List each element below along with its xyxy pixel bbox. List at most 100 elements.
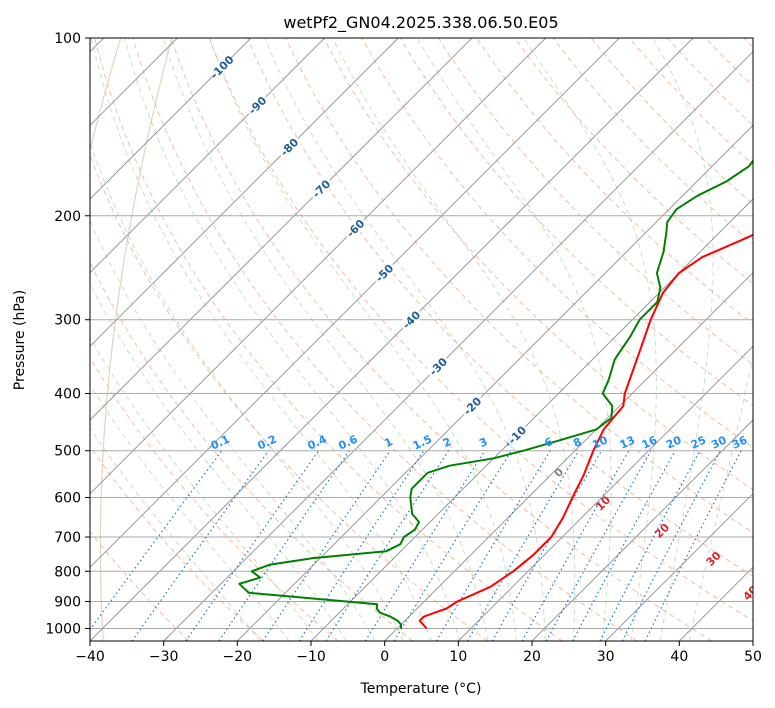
label-backdrop xyxy=(459,393,486,419)
dry-adiabat xyxy=(705,38,753,88)
moist-adiabat xyxy=(652,38,714,641)
moist-adiabat xyxy=(90,383,290,641)
dry-adiabat xyxy=(90,153,488,641)
dry-adiabat xyxy=(437,38,753,366)
dry-adiabat xyxy=(590,38,753,205)
dry-adiabat xyxy=(90,356,339,641)
mixing-ratio-label: 2 xyxy=(441,435,453,450)
dry-adiabat xyxy=(399,38,753,407)
mixing-ratio-label: 20 xyxy=(664,433,684,451)
mixing-ratio-label: 1 xyxy=(382,435,394,450)
mixing-ratio-line xyxy=(262,450,391,641)
dry-adiabat xyxy=(552,38,753,245)
moist-adiabat xyxy=(332,38,576,641)
moist-adiabat xyxy=(124,38,461,641)
chart-title: wetPf2_GN04.2025.338.06.50.E05 xyxy=(283,13,558,33)
label-backdrop xyxy=(209,54,235,80)
isotherm-line xyxy=(678,566,753,641)
adiabat-label: 0 xyxy=(552,465,567,480)
mixing-ratio-line xyxy=(521,450,630,641)
moist-adiabat xyxy=(208,38,517,641)
moist-adiabat xyxy=(90,38,432,641)
y-tick-label: 600 xyxy=(54,490,81,506)
dry-adiabat xyxy=(476,38,753,325)
axes: −40 −30 −20 −10 0 10 20 30 40 5010020030040050060… xyxy=(45,31,762,665)
mixing-ratio-line xyxy=(545,450,652,641)
x-tick-label: 40 xyxy=(670,649,688,665)
adiabat-label: 20 xyxy=(652,521,672,541)
label-backdrop xyxy=(398,307,424,333)
isotherm-line xyxy=(90,38,252,200)
mixing-ratio-line xyxy=(393,450,512,641)
moist-adiabat xyxy=(416,38,612,641)
y-axis-label: Pressure (hPa) xyxy=(12,290,28,390)
isotherm-label: -100 xyxy=(208,53,237,82)
y-tick-label: 900 xyxy=(54,594,81,610)
moist-adiabat xyxy=(162,38,489,641)
adiabat-label: 30 xyxy=(704,549,724,569)
mixing-ratio-label: 0.6 xyxy=(336,432,359,452)
mixing-ratio-label: 25 xyxy=(689,433,708,451)
label-backdrop xyxy=(504,422,530,448)
dry-adiabat xyxy=(208,38,753,622)
mixing-ratio-label: 36 xyxy=(730,433,750,451)
x-tick-label: −20 xyxy=(223,649,253,665)
x-tick-label: −40 xyxy=(75,649,105,665)
y-tick-label: 500 xyxy=(54,444,81,460)
dry-adiabat xyxy=(247,38,753,577)
moist-adiabat xyxy=(90,219,376,641)
dry-adiabat xyxy=(90,445,264,641)
dry-adiabat xyxy=(94,38,563,641)
moist-adiabat xyxy=(523,38,657,641)
y-tick-label: 200 xyxy=(54,209,81,225)
y-tick-label: 800 xyxy=(54,564,81,580)
mixing-ratio-label: 0.1 xyxy=(209,433,232,453)
moist-adiabat xyxy=(688,354,753,641)
isotherm-line xyxy=(310,198,753,641)
dry-adiabat xyxy=(90,261,414,641)
moist-adiabat xyxy=(264,38,546,641)
moist-adiabat xyxy=(90,336,319,641)
mixing-ratio-label: 3 xyxy=(477,435,489,450)
mixing-ratio-label: 13 xyxy=(618,433,637,451)
label-backdrop xyxy=(244,92,271,119)
y-tick-label: 300 xyxy=(54,313,81,329)
mixing-ratio-label: 0.4 xyxy=(306,432,329,452)
y-tick-label: 400 xyxy=(54,387,81,403)
moist-adiabat xyxy=(90,141,404,641)
isotherm-line xyxy=(90,38,326,274)
label-backdrop xyxy=(342,215,369,241)
label-backdrop xyxy=(276,134,303,160)
isotherm-line xyxy=(90,38,547,495)
isotherm-line xyxy=(457,345,753,641)
mixing-ratio-line xyxy=(599,450,701,641)
dry-adiabat xyxy=(514,38,753,285)
dewpoint-profile xyxy=(238,159,753,629)
isotherm-line xyxy=(90,38,473,421)
isotherm-line xyxy=(90,38,399,348)
mixing-ratio-label: 30 xyxy=(709,433,729,451)
mixing-ratio-line xyxy=(572,450,676,641)
x-tick-label: −10 xyxy=(296,649,326,665)
x-tick-label: 50 xyxy=(744,649,762,665)
reference-curve xyxy=(0,38,69,641)
mixing-ratio-line xyxy=(218,450,350,641)
background-lines xyxy=(0,38,753,641)
mixing-ratio-line xyxy=(185,450,320,641)
dry-adiabat xyxy=(285,38,753,534)
isotherm-line xyxy=(163,50,753,641)
x-tick-label: 0 xyxy=(380,649,389,665)
x-tick-label: 20 xyxy=(523,649,541,665)
mixing-ratio-line xyxy=(364,450,486,641)
mixing-ratio-line xyxy=(90,450,223,631)
mixing-ratio-line xyxy=(325,450,450,641)
mixing-ratio-line xyxy=(644,450,742,641)
reference-curve xyxy=(99,38,173,641)
mixing-ratio-label: 1.5 xyxy=(411,433,434,453)
moist-adiabat xyxy=(90,427,261,641)
x-tick-label: −30 xyxy=(149,649,179,665)
mixing-ratio-label: 16 xyxy=(640,433,660,451)
dry-adiabat xyxy=(90,530,190,641)
y-tick-label: 1000 xyxy=(45,621,81,637)
